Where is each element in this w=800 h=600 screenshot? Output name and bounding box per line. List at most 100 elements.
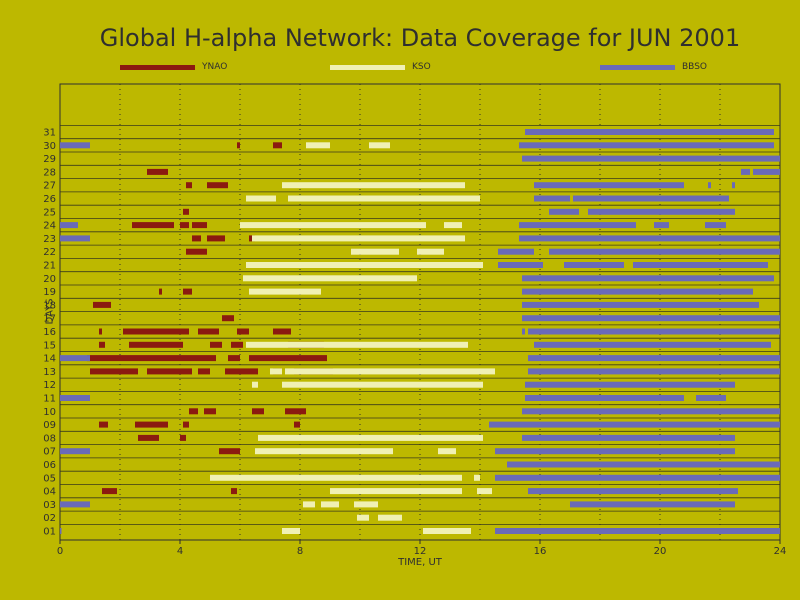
coverage-bar-bbso [534, 182, 684, 189]
x-tick-label: 20 [654, 546, 667, 557]
coverage-bar-ynao [204, 408, 216, 415]
coverage-bar-bbso [549, 208, 579, 215]
y-tick-label: 10 [43, 407, 56, 418]
coverage-bar-kso [357, 514, 369, 521]
x-tick-label: 8 [297, 546, 303, 557]
coverage-bar-ynao [231, 488, 237, 495]
legend-label-kso: KSO [412, 62, 431, 72]
coverage-bar-bbso [528, 368, 780, 375]
coverage-bar-ynao [147, 368, 192, 375]
coverage-bar-ynao [192, 222, 207, 229]
y-tick-label: 21 [43, 261, 56, 272]
y-tick-label: 01 [43, 527, 56, 538]
coverage-bar-kso [369, 142, 390, 149]
coverage-bar-bbso [522, 408, 780, 415]
coverage-bar-bbso [534, 341, 771, 348]
coverage-bar-ynao [294, 421, 300, 428]
y-tick-label: 15 [43, 340, 56, 351]
coverage-bar-ynao [93, 301, 111, 308]
y-tick-label: 04 [43, 487, 56, 498]
coverage-bar-ynao [183, 421, 189, 428]
coverage-bar-bbso [525, 129, 774, 135]
coverage-bar-ynao [285, 408, 306, 415]
coverage-bar-ynao [210, 341, 222, 348]
coverage-bar-ynao [99, 421, 108, 428]
coverage-bar-ynao [189, 408, 198, 415]
coverage-bar-kso [282, 182, 465, 189]
coverage-bar-bbso [534, 195, 570, 202]
y-tick-label: 27 [43, 181, 56, 192]
y-tick-label: 29 [43, 154, 56, 165]
coverage-bar-bbso [525, 395, 684, 401]
x-tick-label: 4 [177, 546, 183, 557]
coverage-bar-bbso [522, 288, 753, 295]
coverage-bar-bbso [60, 142, 90, 149]
coverage-bar-bbso [522, 328, 525, 335]
coverage-bar-bbso [60, 235, 90, 242]
x-tick-label: 0 [57, 546, 63, 557]
x-tick-label: 24 [774, 546, 787, 557]
coverage-bar-ynao [273, 328, 291, 335]
coverage-bar-ynao [132, 222, 174, 229]
coverage-bar-bbso [525, 381, 735, 388]
coverage-bar-bbso [522, 275, 774, 282]
coverage-bar-bbso [498, 248, 534, 255]
coverage-bar-bbso [573, 195, 729, 202]
coverage-bar-ynao [192, 235, 201, 242]
coverage-bar-ynao [138, 434, 159, 441]
legend-swatch-kso [330, 65, 405, 70]
coverage-bar-bbso [498, 262, 543, 268]
y-tick-label: 09 [43, 420, 56, 431]
y-tick-label: 12 [43, 380, 56, 391]
y-tick-label: 11 [43, 394, 56, 405]
coverage-bar-ynao [102, 488, 117, 495]
x-tick-label: 16 [534, 546, 547, 557]
y-tick-label: 06 [43, 460, 56, 471]
coverage-bar-ynao [222, 315, 234, 322]
coverage-bar-bbso [570, 501, 735, 508]
legend-swatch-ynao [120, 65, 195, 70]
coverage-bar-bbso [522, 155, 780, 162]
coverage-bar-ynao [237, 142, 240, 149]
coverage-bar-kso [252, 381, 258, 388]
coverage-bar-ynao [252, 408, 264, 415]
coverage-bar-bbso [495, 448, 735, 455]
coverage-bar-bbso [60, 501, 90, 508]
y-tick-label: 05 [43, 473, 56, 484]
coverage-bar-bbso [519, 222, 636, 229]
y-tick-label: 07 [43, 447, 56, 458]
coverage-bar-ynao [90, 368, 138, 375]
coverage-bar-bbso [708, 182, 711, 189]
coverage-bar-bbso [654, 222, 669, 229]
coverage-bar-kso [258, 434, 483, 441]
coverage-bar-bbso [60, 448, 90, 455]
coverage-bar-ynao [183, 208, 189, 215]
coverage-bar-bbso [60, 395, 90, 401]
coverage-bar-kso [246, 262, 483, 268]
coverage-bar-ynao [180, 222, 189, 229]
coverage-bar-kso [288, 195, 480, 202]
coverage-bar-bbso [705, 222, 726, 229]
coverage-bar-bbso [528, 488, 738, 495]
legend-swatch-bbso [600, 65, 675, 70]
coverage-bar-bbso [528, 328, 780, 335]
coverage-bar-ynao [228, 355, 240, 362]
y-tick-label: 20 [43, 274, 56, 285]
coverage-bar-bbso [519, 142, 774, 149]
coverage-bar-ynao [147, 168, 168, 175]
coverage-bar-bbso [495, 528, 780, 534]
coverage-bar-ynao [99, 328, 102, 335]
y-tick-label: 03 [43, 500, 56, 511]
y-tick-label: 24 [43, 221, 56, 232]
coverage-bar-kso [303, 501, 315, 508]
chart-title: Global H-alpha Network: Data Coverage fo… [99, 24, 741, 52]
coverage-bar-ynao [129, 341, 183, 348]
coverage-bar-kso [438, 448, 456, 455]
coverage-bar-ynao [219, 448, 240, 455]
coverage-bar-kso [423, 528, 471, 534]
coverage-bar-ynao [159, 288, 162, 295]
coverage-bar-bbso [564, 262, 624, 268]
coverage-bar-bbso [588, 208, 735, 215]
coverage-bar-kso [246, 195, 276, 202]
